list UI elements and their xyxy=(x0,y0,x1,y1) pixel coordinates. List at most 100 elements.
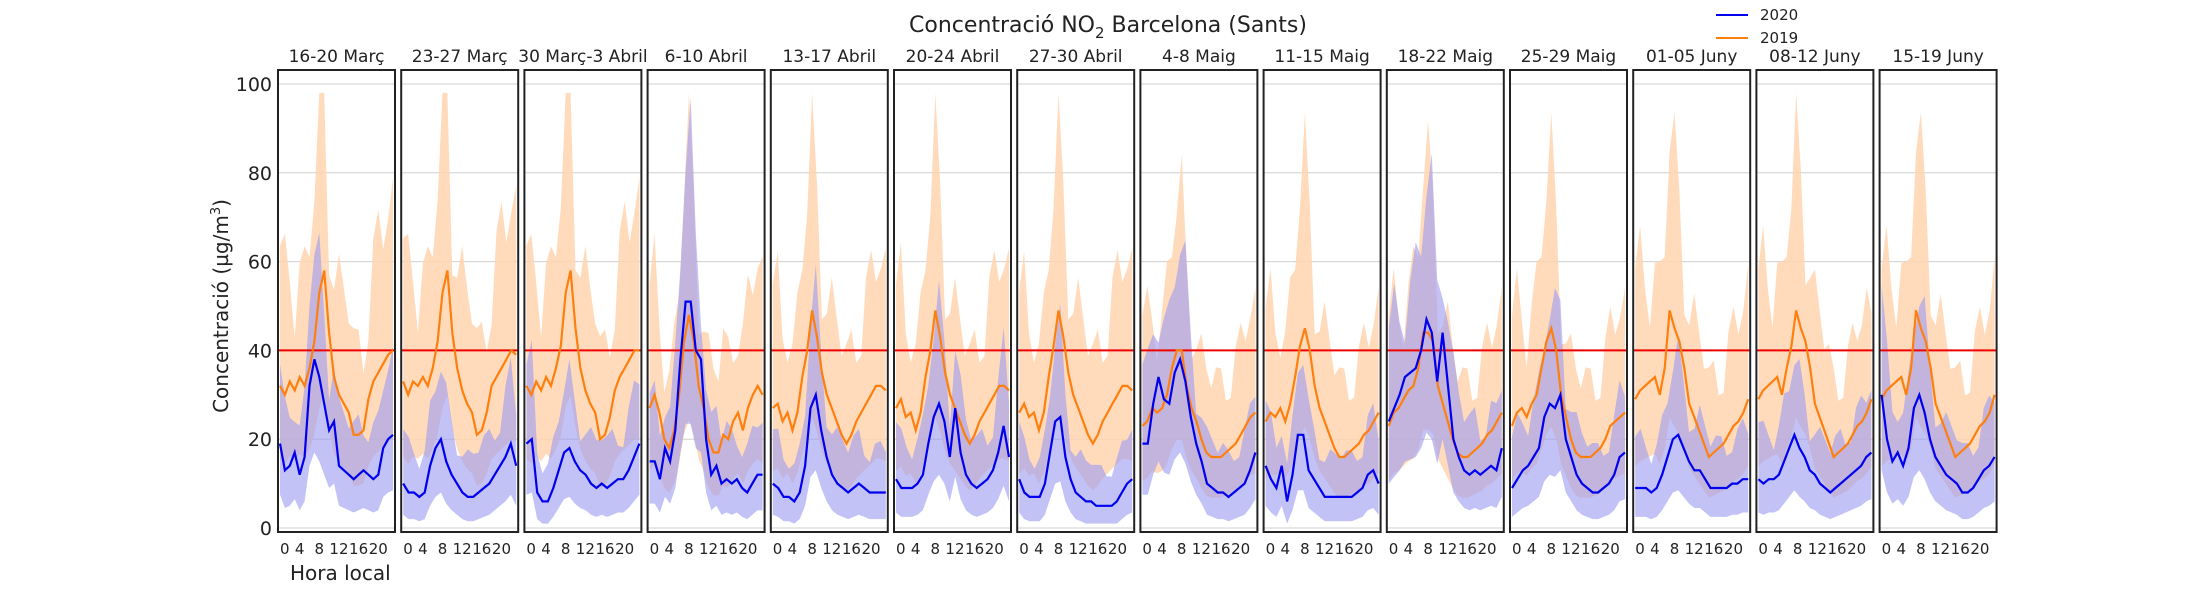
panel-frame xyxy=(1016,69,1136,533)
x-tick-label: 12 xyxy=(1315,540,1334,558)
x-tick-label: 4 xyxy=(788,540,798,558)
series-2020-line xyxy=(1757,431,1873,494)
x-tick-label: 16 xyxy=(1088,540,1107,558)
x-tick-label: 0 xyxy=(526,540,536,558)
x-tick-label: 0 xyxy=(1882,540,1892,558)
x-tick-label: 12 xyxy=(453,540,472,558)
x-tick-label: 12 xyxy=(1685,540,1704,558)
series-2019-line xyxy=(525,270,640,442)
series-2020-line xyxy=(402,436,518,499)
x-tick-label: 4 xyxy=(664,540,674,558)
band-2019 xyxy=(1019,92,1133,491)
band-2019 xyxy=(403,92,517,486)
band-2020 xyxy=(280,232,393,513)
x-tick-label: 16 xyxy=(1951,540,1970,558)
series-2020-line xyxy=(1387,315,1503,477)
x-tick-label: 12 xyxy=(329,540,348,558)
y-axis: 0 20 40 60 80 100 xyxy=(236,74,272,540)
x-tick-label: 16 xyxy=(1335,540,1354,558)
panel-12: 01-05 Juny 0 4 8 12 16 20 xyxy=(1632,47,1752,558)
x-tick-label: 20 xyxy=(1231,540,1250,558)
x-tick-label: 0 xyxy=(1389,540,1399,558)
x-tick-label: 20 xyxy=(862,540,881,558)
x-tick-label: 16 xyxy=(1704,540,1723,558)
panel-title: 4-8 Maig xyxy=(1162,47,1236,67)
x-tick-label: 0 xyxy=(280,540,290,558)
series-2020-line xyxy=(278,359,394,481)
series-2020-line xyxy=(895,400,1011,490)
series-2019-line xyxy=(1387,331,1503,459)
band-2020 xyxy=(1265,365,1379,524)
x-tick-label: 8 xyxy=(807,540,817,558)
x-tick-label: 20 xyxy=(1847,540,1866,558)
legend: 2020 2019 xyxy=(1716,6,1798,47)
y-tick-label: 40 xyxy=(248,340,272,362)
x-tick-label: 20 xyxy=(615,540,634,558)
series-2020-line xyxy=(1018,414,1133,507)
x-tick-label: 4 xyxy=(295,540,305,558)
panel-frame xyxy=(1385,69,1505,533)
panel-frame xyxy=(893,69,1012,533)
x-tick-label: 12 xyxy=(1192,540,1211,558)
band-2019 xyxy=(526,92,640,489)
series-2019-line xyxy=(279,270,394,436)
panel-10: 18-22 Maig 0 4 8 12 16 20 xyxy=(1385,47,1505,558)
x-tick-label: 12 xyxy=(1808,540,1827,558)
x-tick-label: 8 xyxy=(684,540,694,558)
series-2020-line xyxy=(772,390,886,504)
panel-title: 6-10 Abril xyxy=(665,47,748,67)
series-2019-line xyxy=(1141,349,1257,459)
x-tick-label: 8 xyxy=(1916,540,1926,558)
x-tick-label: 0 xyxy=(896,540,906,558)
panel-1: 16-20 Març 0 4 8 12 16 20 xyxy=(277,47,396,558)
panel-frame xyxy=(400,69,520,533)
x-axis-label: Hora local xyxy=(290,561,391,585)
x-tick-label: 8 xyxy=(561,540,571,558)
series-2020-line xyxy=(525,437,641,503)
x-tick-label: 12 xyxy=(1561,540,1580,558)
panel-frame xyxy=(1632,69,1752,533)
panel-frame xyxy=(646,69,766,533)
series-2019-line xyxy=(1757,310,1873,459)
x-tick-label: 4 xyxy=(1157,540,1167,558)
x-tick-label: 4 xyxy=(418,540,428,558)
x-tick-label: 0 xyxy=(1758,540,1768,558)
panel-13: 08-12 Juny 0 4 8 12 16 20 xyxy=(1755,47,1875,558)
panel-5: 13-17 Abril 0 4 8 12 16 20 xyxy=(769,47,889,558)
legend-label-2019: 2019 xyxy=(1760,29,1798,47)
panel-frame xyxy=(769,69,889,533)
band-2020 xyxy=(649,98,763,520)
x-tick-label: 8 xyxy=(1177,540,1187,558)
series-2019-line xyxy=(402,270,517,437)
x-tick-label: 8 xyxy=(438,540,448,558)
x-tick-label: 16 xyxy=(1827,540,1846,558)
legend-label-2020: 2020 xyxy=(1760,6,1798,24)
x-tick-label: 4 xyxy=(1773,540,1783,558)
x-tick-label: 0 xyxy=(1019,540,1029,558)
panel-title: 01-05 Juny xyxy=(1646,47,1737,67)
series-2019-line xyxy=(895,310,1010,446)
panel-title: 20-24 Abril xyxy=(906,47,1000,67)
x-tick-label: 4 xyxy=(1034,540,1044,558)
panel-3: 30 Març-3 Abril 0 4 8 12 16 20 xyxy=(518,47,647,558)
x-tick-label: 8 xyxy=(1423,540,1433,558)
x-tick-label: 0 xyxy=(1512,540,1522,558)
series-2020-line xyxy=(1635,432,1749,494)
panel-title: 18-22 Maig xyxy=(1398,47,1493,67)
x-tick-label: 4 xyxy=(1527,540,1537,558)
panel-11: 25-29 Maig 0 4 8 12 16 20 xyxy=(1509,47,1628,558)
ylabel-superscript: 3 xyxy=(209,207,224,215)
panel-title: 27-30 Abril xyxy=(1029,47,1123,67)
y-tick-label: 80 xyxy=(248,163,272,185)
panel-title: 13-17 Abril xyxy=(782,47,876,67)
x-tick-label: 16 xyxy=(1211,540,1230,558)
x-tick-label: 0 xyxy=(1266,540,1276,558)
x-tick-label: 0 xyxy=(1635,540,1645,558)
x-tick-label: 12 xyxy=(1438,540,1457,558)
panel-title: 15-19 Juny xyxy=(1892,47,1983,67)
x-tick-label: 4 xyxy=(1650,540,1660,558)
band-2020 xyxy=(403,357,517,522)
panel-frame xyxy=(1509,69,1628,533)
ylabel-main: Concentració (µg/m xyxy=(209,215,233,413)
